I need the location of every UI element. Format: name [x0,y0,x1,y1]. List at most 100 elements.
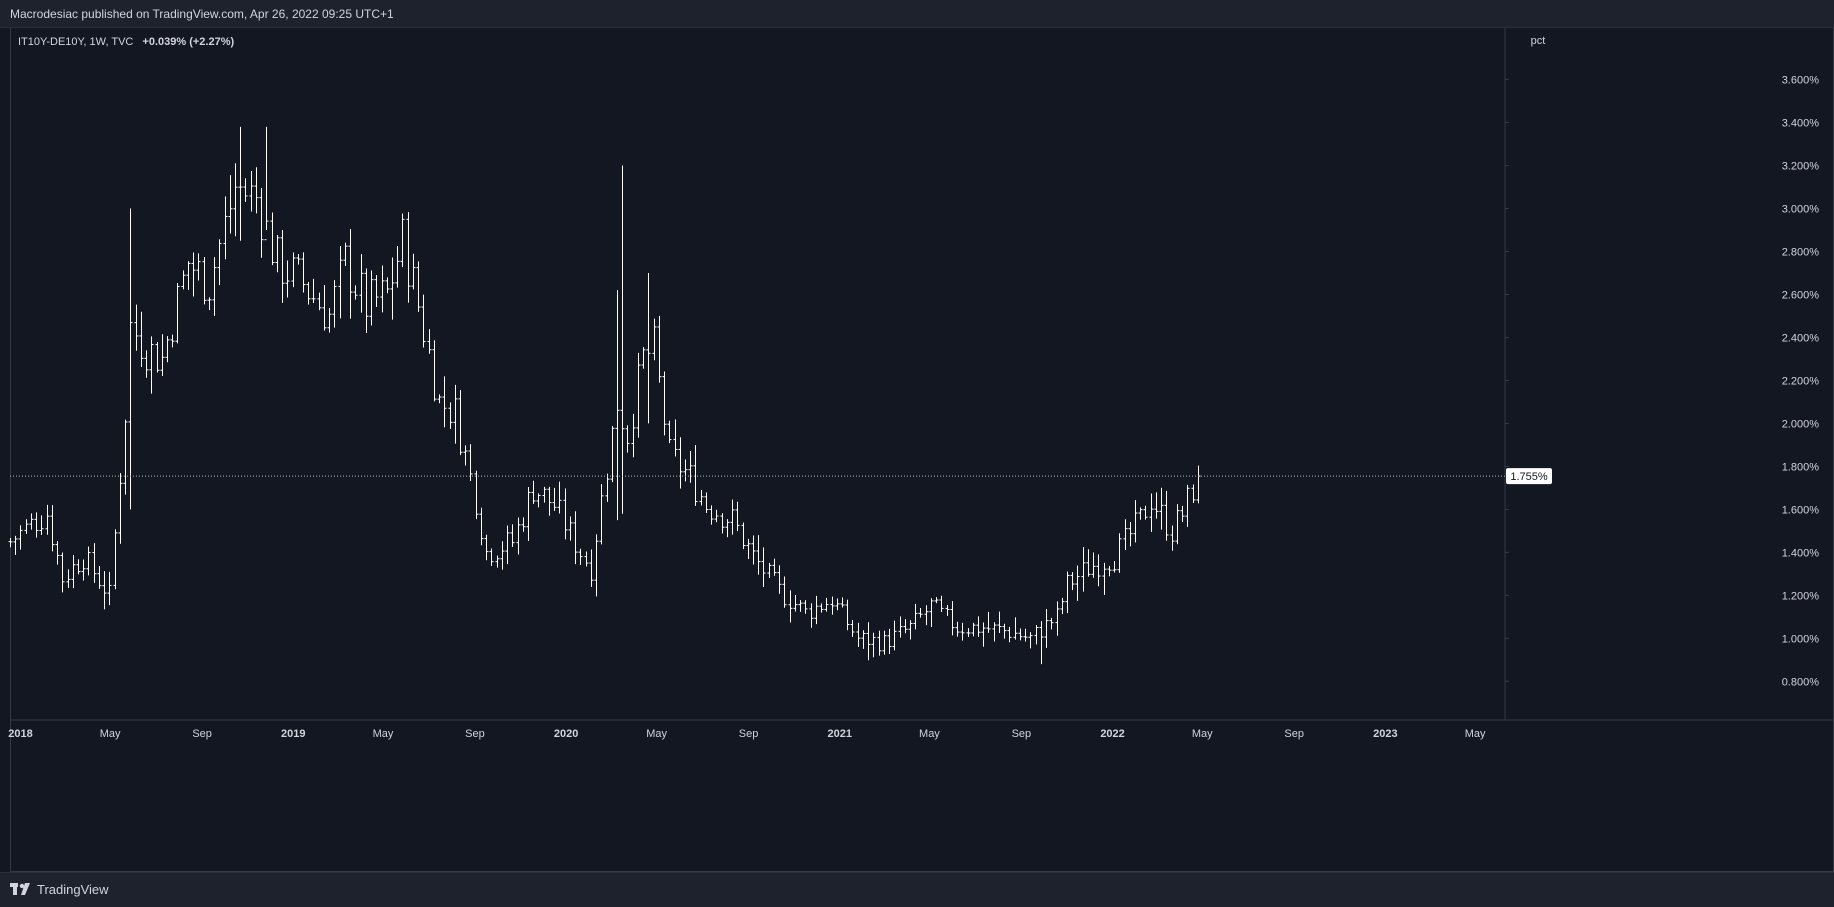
ohlc-bar [275,234,280,273]
brand-label: TradingView [37,882,109,897]
ohlc-bar [1023,628,1028,642]
ohlc-bar [1096,554,1101,587]
ohlc-bar [1128,522,1133,547]
ohlc-bar [332,280,337,328]
ohlc-bar [1091,552,1096,578]
ohlc-bar [207,297,212,311]
ohlc-bar [819,603,824,613]
ohlc-bar [594,534,599,597]
price-axis-label: 3.600% [1782,75,1820,87]
ohlc-bar [976,616,981,638]
price-axis-label: 2.800% [1782,247,1820,259]
ohlc-bar [233,163,238,237]
ohlc-bar [725,519,730,538]
ohlc-bar [882,630,887,655]
time-axis-label: Sep [1012,728,1032,740]
ohlc-bar [1070,572,1075,591]
ohlc-bar [830,596,835,615]
ohlc-bar [641,347,646,369]
time-axis-label: Sep [739,728,759,740]
ohlc-bar [688,451,693,483]
ohlc-bar [202,257,207,305]
ohlc-bar [390,257,395,320]
ohlc-bar [751,535,756,565]
ohlc-bar [1049,617,1054,630]
ohlc-bar [134,304,139,351]
ohlc-bar [845,599,850,631]
ohlc-bar [149,336,154,394]
ohlc-bar [1164,490,1169,541]
ohlc-bar [531,480,536,504]
ohlc-bar [311,278,316,304]
tradingview-brand[interactable]: TradingView [10,882,109,897]
ohlc-bar [264,126,269,241]
ohlc-bar [903,619,908,634]
ohlc-bar [86,546,91,576]
ohlc-bar [463,445,468,466]
ohlc-bar [317,292,322,311]
ohlc-bar [1075,565,1080,601]
ohlc-bar [165,336,170,363]
ohlc-bar [526,486,531,541]
ohlc-bar [291,252,296,288]
ohlc-bar [39,515,44,535]
ohlc-bar [1159,487,1164,530]
top-bar: Macrodesiac published on TradingView.com… [0,0,1834,28]
ohlc-bar [924,605,929,626]
ohlc-bar [945,605,950,616]
ohlc-bar [421,294,426,348]
ohlc-bar [1081,547,1086,592]
ohlc-bar [1175,504,1180,545]
price-axis-label: 2.600% [1782,289,1820,301]
ohlc-bar [1102,562,1107,595]
ohlc-bar [113,529,118,590]
ohlc-bar [704,492,709,514]
ohlc-bar [861,630,866,649]
time-axis-label: 2022 [1100,728,1124,740]
ohlc-bar [547,486,552,516]
chart-legend[interactable]: IT10Y-DE10Y, 1W, TVC +0.039% (+2.27%) [18,36,234,48]
ohlc-bar [484,534,489,561]
ohlc-bar [510,524,515,547]
ohlc-bar [960,622,965,641]
ohlc-bar [495,555,500,568]
ohlc-bar [678,437,683,489]
price-axis-label: 1.400% [1782,547,1820,559]
ohlc-bar [542,486,547,503]
ohlc-bar [673,419,678,457]
time-axis-label: 2019 [281,728,305,740]
price-chart[interactable]: 0.800% 1.000% 1.200% 1.400% 1.600% 1.800% 2.00… [0,0,1834,872]
ohlc-bar [966,628,971,637]
ohlc-bar [369,270,374,326]
unit-label-bg [1518,32,1558,48]
ohlc-bar [249,171,254,212]
ohlc-bar [620,165,625,514]
ohlc-bar [254,167,259,214]
ohlc-bar [793,595,798,612]
ohlc-bar [228,175,233,234]
ohlc-bar [782,576,787,608]
tradingview-logo-icon [10,883,32,896]
price-axis-label: 1.000% [1782,633,1820,645]
price-axis-label: 3.400% [1782,118,1820,130]
ohlc-bar [1028,632,1033,649]
ohlc-bar [18,525,23,550]
ohlc-bar [406,212,411,303]
ohlc-bar [516,517,521,555]
ohlc-bar [877,630,882,656]
ohlc-bar [453,384,458,444]
ohlc-bar [887,628,892,654]
ohlc-bar [24,519,29,534]
ohlc-bar [1112,561,1117,573]
ohlc-bar [118,473,123,544]
ohlc-bar [160,334,165,376]
ohlc-bar [76,559,81,575]
ohlc-bar [803,600,808,614]
ohlc-bar [1138,507,1143,520]
time-axis-label: 2021 [827,728,851,740]
time-axis-label: May [100,728,121,740]
legend-change: +0.039% (+2.27%) [142,36,235,48]
time-axis-label: May [373,728,394,740]
price-axis-label: 1.800% [1782,461,1820,473]
ohlc-bar [584,551,589,567]
